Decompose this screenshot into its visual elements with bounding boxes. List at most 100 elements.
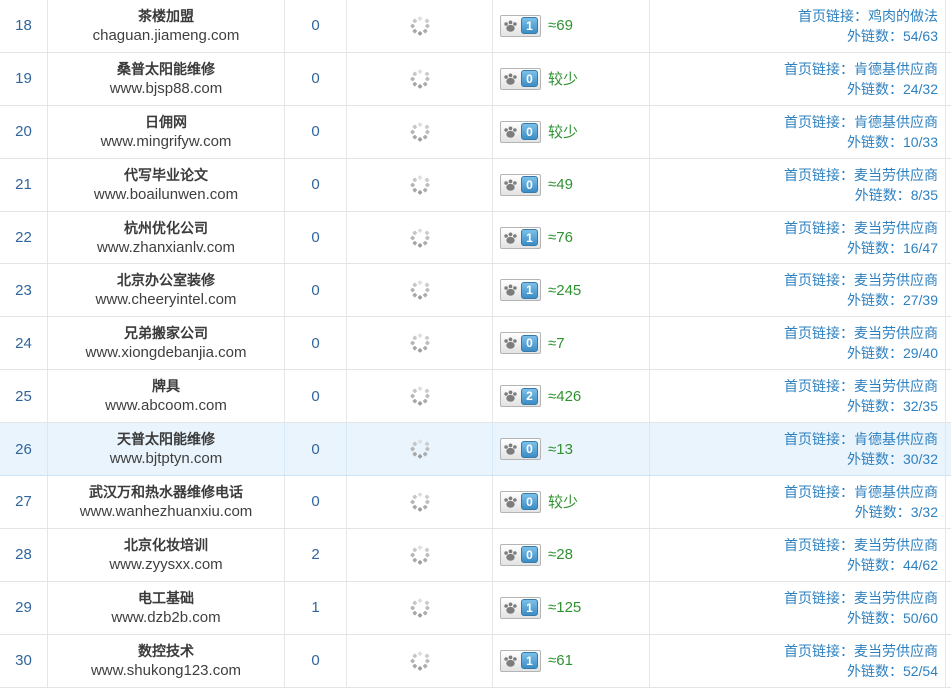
homepage-link[interactable]: 首页链接：鸡肉的做法 [798,6,938,26]
homepage-link[interactable]: 首页链接：肯德基供应商 [784,112,938,132]
site-domain-link[interactable]: www.shukong123.com [90,661,242,679]
baidu-weight-badge[interactable]: 0 [500,490,541,513]
count-cell[interactable]: 0 [285,634,347,687]
outlinks-label: 外链数： [846,345,903,362]
baidu-weight-badge[interactable]: 1 [500,226,541,249]
outlinks-link[interactable]: 外链数：54/63 [847,26,938,46]
outlinks-link[interactable]: 外链数：29/40 [847,343,938,363]
homepage-link[interactable]: 首页链接：肯德基供应商 [784,482,938,502]
outlinks-link[interactable]: 外链数：50/60 [847,608,938,628]
site-domain-link[interactable]: www.bjsp88.com [109,79,223,97]
links-cell: 首页链接：麦当劳供应商 外链数：8/35 [650,158,946,211]
baidu-weight-badge[interactable]: 0 [500,67,541,90]
count-cell[interactable]: 0 [285,105,347,158]
outlinks-link[interactable]: 外链数：52/54 [847,661,938,681]
outlinks-link[interactable]: 外链数：44/62 [847,555,938,575]
homepage-link[interactable]: 首页链接：麦当劳供应商 [784,165,938,185]
baidu-weight-badge[interactable]: 0 [500,173,541,196]
site-domain-link[interactable]: www.zhanxianlv.com [96,238,236,256]
count-cell[interactable]: 0 [285,317,347,370]
count-cell[interactable]: 0 [285,52,347,105]
count-cell[interactable]: 0 [285,158,347,211]
outlinks-link[interactable]: 外链数：32/35 [847,396,938,416]
baidu-weight-badge[interactable]: 0 [500,332,541,355]
paw-icon [504,232,517,244]
count-cell[interactable]: 0 [285,370,347,423]
baidu-weight-badge[interactable]: 1 [500,596,541,619]
links-cell: 首页链接：麦当劳供应商 外链数：44/62 [650,528,946,581]
site-domain-link[interactable]: www.dzb2b.com [111,608,221,626]
baidu-weight-badge[interactable]: 0 [500,438,541,461]
row-index: 21 [0,158,48,211]
links-cell: 首页链接：麦当劳供应商 外链数：52/54 [650,634,946,687]
site-domain-link[interactable]: www.cheeryintel.com [95,291,237,309]
homepage-link-label: 首页链接： [798,7,868,24]
homepage-link[interactable]: 首页链接：麦当劳供应商 [784,270,938,290]
homepage-link-anchor: 麦当劳供应商 [854,642,938,659]
traffic-estimate: 较少 [548,71,579,89]
site-domain-link[interactable]: www.wanhezhuanxiu.com [79,502,253,520]
baidu-weight-cell: 0 较少 [493,476,650,528]
outlinks-link[interactable]: 外链数：3/32 [855,502,938,522]
traffic-estimate: ≈7 [548,334,565,352]
site-domain-link[interactable]: www.boailunwen.com [93,185,239,203]
site-domain-link[interactable]: www.xiongdebanjia.com [85,344,247,362]
baidu-weight-value: 1 [521,652,538,670]
homepage-link[interactable]: 首页链接：肯德基供应商 [784,429,938,449]
homepage-link[interactable]: 首页链接：麦当劳供应商 [784,641,938,661]
baidu-weight-badge[interactable]: 0 [500,120,541,143]
homepage-link[interactable]: 首页链接：麦当劳供应商 [784,588,938,608]
site-name: 茶楼加盟 [138,7,194,24]
homepage-link[interactable]: 首页链接：麦当劳供应商 [784,535,938,555]
table-row: 24 兄弟搬家公司 www.xiongdebanjia.com 0 [0,317,951,371]
site-domain-link[interactable]: www.bjtptyn.com [109,450,223,468]
outlinks-link[interactable]: 外链数：27/39 [847,290,938,310]
baidu-weight-badge[interactable]: 2 [500,385,541,408]
homepage-link[interactable]: 首页链接：麦当劳供应商 [784,323,938,343]
site-domain-link[interactable]: www.zyysxx.com [109,555,223,573]
outlinks-value: 29/40 [902,345,938,362]
outlinks-label: 外链数： [846,398,903,415]
table-row: 19 桑普太阳能维修 www.bjsp88.com 0 [0,52,951,106]
links-cell: 首页链接：肯德基供应商 外链数：10/33 [650,105,946,158]
count-cell[interactable]: 0 [285,476,347,528]
traffic-estimate: ≈61 [548,652,573,670]
outlinks-link[interactable]: 外链数：30/32 [847,449,938,469]
baidu-weight-cell: 1 ≈125 [493,581,650,634]
homepage-link[interactable]: 首页链接：肯德基供应商 [784,59,938,79]
outlinks-value: 50/60 [902,609,938,626]
outlinks-link[interactable]: 外链数：10/33 [847,132,938,152]
baidu-weight-value: 1 [521,281,538,299]
baidu-weight-badge[interactable]: 1 [500,279,541,302]
homepage-link[interactable]: 首页链接：麦当劳供应商 [784,218,938,238]
outlinks-link[interactable]: 外链数：8/35 [855,185,938,205]
count-cell[interactable]: 1 [285,581,347,634]
homepage-link-label: 首页链接： [784,483,854,500]
count-cell[interactable]: 0 [285,264,347,317]
outlinks-label: 外链数： [846,292,903,309]
spinner-cell [347,634,493,687]
count-cell[interactable]: 0 [285,423,347,476]
site-domain-link[interactable]: chaguan.jiameng.com [92,26,240,44]
count-cell[interactable]: 2 [285,528,347,581]
baidu-weight-value: 0 [521,546,538,564]
homepage-link[interactable]: 首页链接：麦当劳供应商 [784,376,938,396]
outlinks-link[interactable]: 外链数：24/32 [847,79,938,99]
links-cell: 首页链接：麦当劳供应商 外链数：50/60 [650,581,946,634]
baidu-weight-badge[interactable]: 1 [500,14,541,37]
baidu-weight-cell: 1 ≈69 [493,0,650,52]
baidu-weight-badge[interactable]: 0 [500,543,541,566]
site-domain-link[interactable]: www.mingrifyw.com [100,132,232,150]
outlinks-label: 外链数： [846,451,903,468]
count-cell[interactable]: 0 [285,211,347,264]
spinner-cell [347,0,493,52]
count-cell[interactable]: 0 [285,0,347,52]
baidu-weight-badge[interactable]: 1 [500,649,541,672]
homepage-link-anchor: 肯德基供应商 [854,113,938,130]
outlinks-link[interactable]: 外链数：16/47 [847,238,938,258]
paw-icon [504,655,517,667]
site-cell: 天普太阳能维修 www.bjtptyn.com [48,423,285,476]
site-cell: 牌具 www.abcoom.com [48,370,285,423]
site-cell: 北京办公室装修 www.cheeryintel.com [48,264,285,317]
site-domain-link[interactable]: www.abcoom.com [105,397,227,415]
